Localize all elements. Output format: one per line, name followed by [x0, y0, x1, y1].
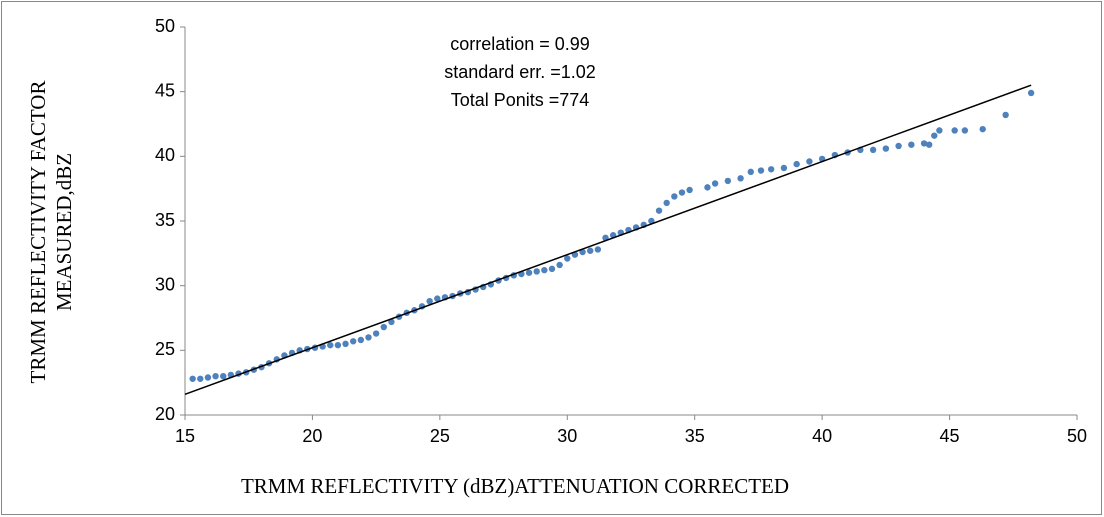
point — [380, 323, 387, 331]
point — [556, 261, 563, 269]
point — [757, 167, 765, 174]
point — [711, 180, 719, 187]
y-tick-label: 25 — [155, 339, 175, 359]
point — [882, 145, 890, 152]
point — [197, 375, 204, 382]
point — [780, 164, 788, 172]
point — [372, 330, 380, 337]
point — [1027, 89, 1035, 97]
point — [594, 246, 602, 253]
point — [564, 255, 571, 262]
point — [936, 127, 943, 134]
point — [678, 189, 686, 196]
point — [931, 132, 938, 139]
point — [951, 127, 958, 134]
point — [686, 186, 693, 194]
point — [671, 193, 678, 200]
point — [342, 340, 349, 348]
point — [388, 318, 395, 326]
point — [350, 338, 357, 345]
x-tick-label: 35 — [685, 426, 705, 446]
point — [434, 295, 441, 302]
point — [220, 373, 227, 380]
point — [908, 141, 915, 148]
point — [806, 158, 813, 165]
x-tick-label: 50 — [1067, 426, 1087, 446]
point — [426, 297, 433, 305]
point — [587, 247, 594, 254]
point — [655, 207, 663, 214]
point — [204, 374, 212, 381]
y-tick-label: 45 — [155, 80, 175, 100]
point — [704, 184, 711, 191]
point — [737, 175, 744, 182]
x-tick-label: 20 — [302, 426, 322, 446]
point — [334, 341, 342, 349]
point — [869, 146, 877, 154]
y-tick-label: 35 — [155, 210, 175, 230]
y-axis-label: TRMM REFLECTIVITY FACTOR — [26, 81, 50, 384]
annotation: standard err. =1.02 — [444, 62, 596, 82]
y-axis-label: MEASURED,dBZ — [52, 153, 76, 311]
point — [541, 266, 548, 274]
y-tick-label: 30 — [155, 274, 175, 294]
point — [747, 168, 754, 176]
y-tick-label: 20 — [155, 404, 175, 424]
y-tick-label: 40 — [155, 145, 175, 165]
point — [357, 336, 365, 344]
y-tick-label: 50 — [155, 16, 175, 36]
point — [212, 373, 219, 380]
point — [767, 166, 775, 173]
point — [189, 375, 196, 382]
annotation: correlation = 0.99 — [450, 34, 590, 54]
annotation: Total Ponits =774 — [451, 90, 590, 110]
point — [548, 265, 556, 273]
point — [1002, 111, 1009, 119]
point — [724, 177, 732, 185]
point — [533, 268, 540, 275]
point — [895, 142, 902, 150]
x-tick-label: 40 — [812, 426, 832, 446]
point — [961, 127, 969, 134]
point — [793, 160, 800, 168]
x-tick-label: 30 — [557, 426, 577, 446]
trendline — [184, 84, 1032, 396]
point — [327, 341, 334, 349]
x-axis-label: TRMM REFLECTIVITY (dBZ)ATTENUATION CORRE… — [241, 474, 789, 498]
point — [663, 199, 670, 207]
point — [525, 269, 533, 276]
x-tick-label: 45 — [940, 426, 960, 446]
point — [365, 334, 372, 341]
point — [920, 140, 928, 147]
x-tick-label: 25 — [430, 426, 450, 446]
x-tick-label: 15 — [175, 426, 195, 446]
point — [979, 125, 986, 133]
point — [925, 141, 933, 148]
